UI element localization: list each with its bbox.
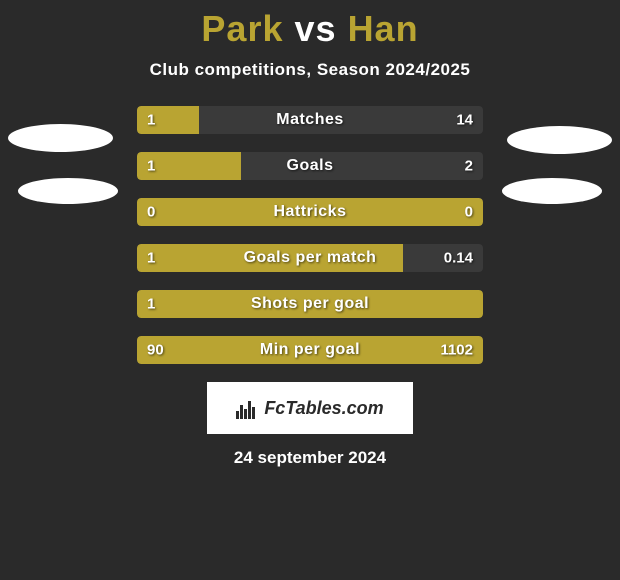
stats-list: 1Matches14 1Goals2 0Hattricks0 1Goals per m… xyxy=(137,106,483,364)
stat-row: 90Min per goal1102 xyxy=(137,336,483,364)
player2-avatar-placeholder xyxy=(507,126,612,154)
subtitle: Club competitions, Season 2024/2025 xyxy=(0,60,620,80)
stat-value-right: 14 xyxy=(456,112,473,129)
stat-value-right: 1102 xyxy=(440,342,473,359)
player1-team-placeholder xyxy=(18,178,118,204)
branding-badge: FcTables.com xyxy=(207,382,413,434)
page-title: Park vs Han xyxy=(0,0,620,60)
stat-row: 1Shots per goal xyxy=(137,290,483,318)
player2-team-placeholder xyxy=(502,178,602,204)
stat-value-right: 0.14 xyxy=(444,250,473,267)
stat-row: 0Hattricks0 xyxy=(137,198,483,226)
stat-row: 1Matches14 xyxy=(137,106,483,134)
stat-label: Hattricks xyxy=(137,203,483,221)
player1-avatar-placeholder xyxy=(8,124,113,152)
stat-value-right: 0 xyxy=(465,204,473,221)
stat-row: 1Goals2 xyxy=(137,152,483,180)
branding-text: FcTables.com xyxy=(264,398,383,419)
stat-label: Goals xyxy=(137,157,483,175)
stat-label: Matches xyxy=(137,111,483,129)
date-label: 24 september 2024 xyxy=(0,448,620,468)
stat-row: 1Goals per match0.14 xyxy=(137,244,483,272)
stat-label: Goals per match xyxy=(137,249,483,267)
stat-label: Shots per goal xyxy=(137,295,483,313)
player1-name: Park xyxy=(201,8,283,49)
player2-name: Han xyxy=(348,8,419,49)
vs-separator: vs xyxy=(295,8,337,49)
chart-icon xyxy=(236,397,258,419)
stat-value-right: 2 xyxy=(465,158,473,175)
stat-label: Min per goal xyxy=(137,341,483,359)
comparison-card: Park vs Han Club competitions, Season 20… xyxy=(0,0,620,468)
